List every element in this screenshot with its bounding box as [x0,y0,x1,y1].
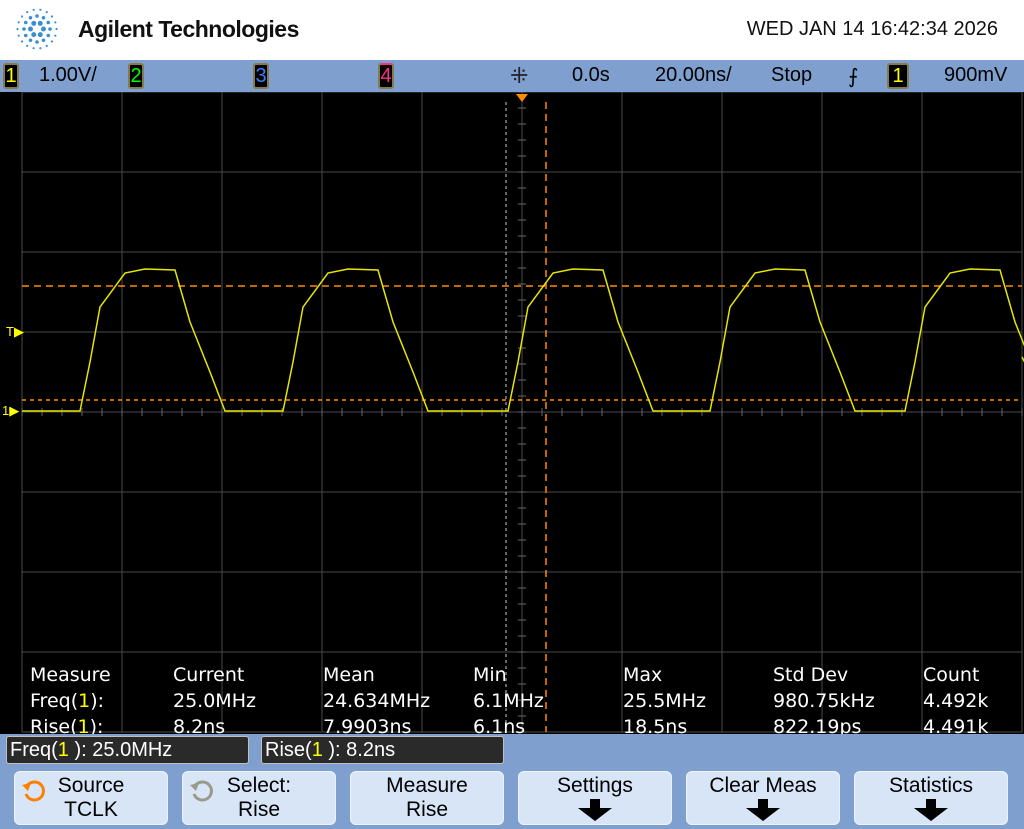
status-bar: 1 1.00V/ 2 3 4 ⁜ 0.0s 20.00ns/ Stop ⨍ 1 … [0,60,1024,92]
channel-4-button[interactable]: 4 [378,63,394,89]
softkey-select[interactable]: Select: Rise [182,771,336,825]
measure-header: Current [173,664,245,686]
softkey-value: Rise [405,798,448,821]
measure-value: 18.5ns [623,716,688,738]
measure-value: 8.2ns [173,716,226,738]
measure-name: Freq(1): [30,690,105,712]
softkey-label: Statistics [888,774,974,797]
softkey-label: Select: [226,774,292,797]
trigger-position-marker [516,94,528,102]
agilent-logo-icon [16,8,58,50]
softkey-label: Source [57,774,125,797]
softkey-measure[interactable]: Measure Rise [350,771,504,825]
channel-3-button[interactable]: 3 [253,63,269,89]
channel-2-button[interactable]: 2 [128,63,144,89]
channel-1-button[interactable]: 1 [3,63,19,89]
measure-header: Count [923,664,980,686]
ground-marker: 1▶ [2,403,20,418]
graticule [21,92,1023,733]
trigger-level-marker: T▶ [6,324,24,339]
rotate-knob-icon [22,780,45,802]
measure-value: 4.491k [923,716,989,738]
waveform-display[interactable]: T▶ 1▶ Measure Current Mean Min Max Std Dev Cou… [0,92,1024,738]
measure-value: 4.492k [923,690,989,712]
measure-header: Measure [30,664,111,686]
measure-value: 24.634MHz [323,690,431,712]
submenu-arrow-icon [578,799,612,821]
measure-value: 25.5MHz [623,690,706,712]
measure-header: Std Dev [773,664,849,686]
channel-1-trace [22,268,1024,412]
readout-rise: Rise(1 ): 8.2ns [261,736,504,764]
measure-value: 6.1MHz [473,690,544,712]
measure-value: 7.9903ns [323,716,412,738]
run-state: Stop [771,64,813,86]
measure-name: Rise(1): [30,716,104,738]
readout-freq: Freq(1 ): 25.0MHz [6,736,249,764]
header: Agilent Technologies WED JAN 14 16:42:34… [0,0,1024,60]
rotate-knob-icon [190,780,213,802]
softkey-value: TCLK [64,798,118,821]
datetime: WED JAN 14 16:42:34 2026 [746,18,998,40]
softkey-source[interactable]: Source TCLK [14,771,168,825]
softkey-value: Rise [237,798,280,821]
softkey-label: Clear Meas [709,774,817,797]
softkey-statistics[interactable]: Statistics [854,771,1008,825]
submenu-arrow-icon [914,799,948,821]
rising-edge-icon: ⨍ [848,66,859,88]
measure-value: 25.0MHz [173,690,256,712]
timebase[interactable]: 20.00ns/ [655,64,732,86]
trigger-level[interactable]: 900mV [944,64,1008,86]
measure-header: Mean [323,664,375,686]
softkey-settings[interactable]: Settings [518,771,672,825]
ch1-scale[interactable]: 1.00V/ [39,64,97,86]
submenu-arrow-icon [746,799,780,821]
trigger-source[interactable]: 1 [887,63,909,89]
sparkle-icon: ⁜ [510,63,529,88]
measure-value: 6.1ns [473,716,526,738]
softkey-area: Freq(1 ): 25.0MHz Rise(1 ): 8.2ns Source… [0,734,1024,829]
softkey-label: Settings [557,774,633,797]
measure-value: 980.75kHz [773,690,875,712]
measure-value: 822.19ps [773,716,862,738]
measure-header: Min [473,664,507,686]
delay[interactable]: 0.0s [572,64,610,86]
softkey-clear-meas[interactable]: Clear Meas [686,771,840,825]
measure-header: Max [623,664,663,686]
softkey-label: Measure [386,774,468,797]
brand-name: Agilent Technologies [78,16,299,42]
